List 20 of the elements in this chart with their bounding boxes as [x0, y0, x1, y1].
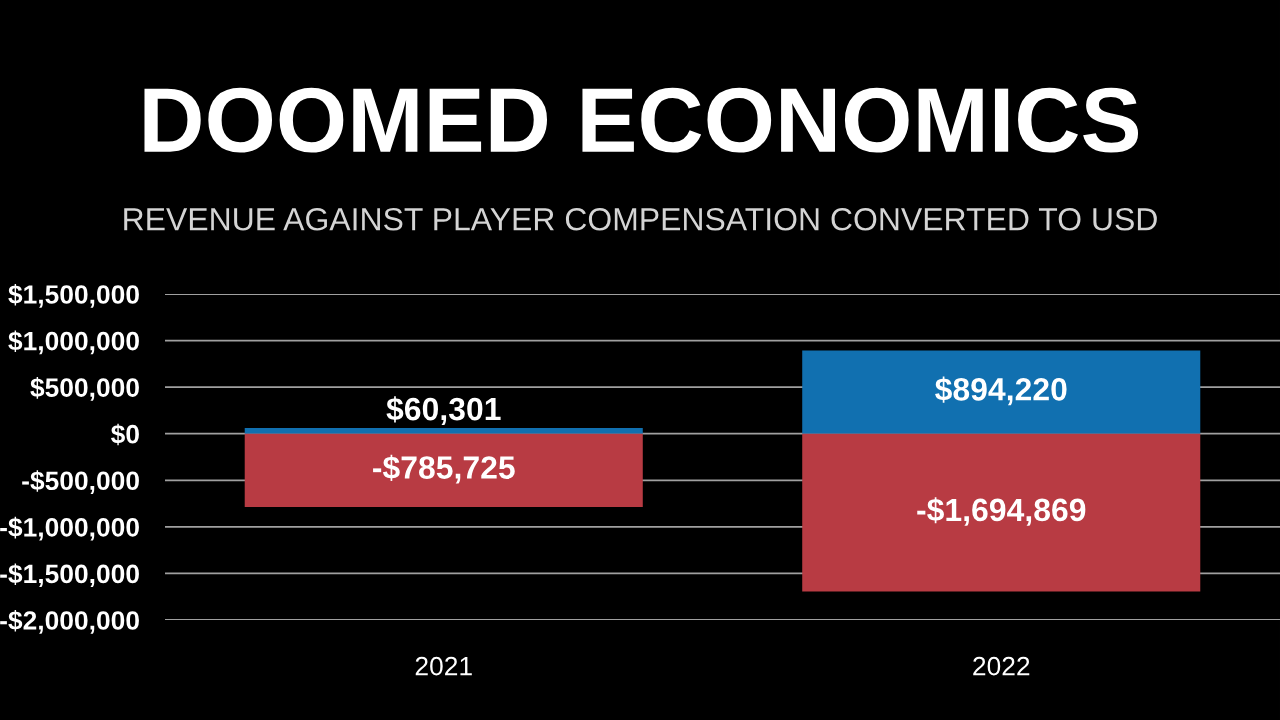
y-tick-label: $1,500,000: [8, 283, 139, 308]
y-tick-label: -$1,000,000: [0, 516, 139, 541]
data-label: -$785,725: [373, 454, 515, 484]
data-label: -$1,694,869: [917, 497, 1086, 526]
y-tick-label: -$2,000,000: [0, 609, 139, 634]
bar: [244, 428, 643, 434]
data-label: $894,220: [935, 376, 1067, 406]
y-tick-label: -$500,000: [22, 470, 139, 494]
chart-subtitle: REVENUE AGAINST PLAYER COMPENSATION CONVERTED TO USD: [124, 207, 1157, 231]
x-tick-label: 2022: [973, 656, 1030, 676]
y-tick-label: $500,000: [30, 377, 139, 401]
chart-title: DOOMED ECONOMICS: [144, 87, 1139, 153]
x-tick-label: 2021: [415, 656, 472, 676]
bar: [244, 433, 643, 507]
data-label: $60,301: [386, 396, 501, 426]
y-tick-label: $0: [111, 423, 139, 446]
bar: [802, 350, 1201, 434]
y-tick-label: $1,000,000: [8, 330, 139, 355]
bar: [802, 433, 1201, 592]
y-tick-label: -$1,500,000: [0, 563, 139, 588]
